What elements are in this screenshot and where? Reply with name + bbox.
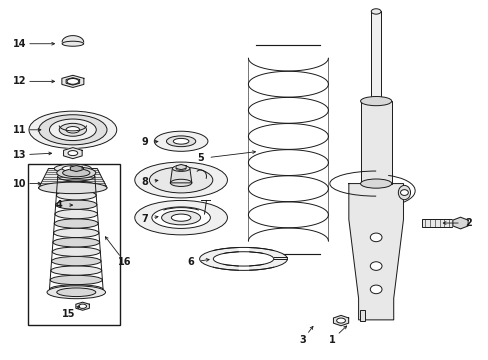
Polygon shape (39, 168, 107, 188)
Text: 14: 14 (13, 39, 26, 49)
Ellipse shape (55, 210, 98, 219)
Text: 10: 10 (13, 179, 26, 189)
Text: 12: 12 (13, 76, 26, 86)
Ellipse shape (39, 182, 107, 194)
Ellipse shape (398, 185, 410, 200)
Polygon shape (238, 244, 248, 273)
Ellipse shape (360, 96, 391, 106)
Text: 5: 5 (197, 153, 203, 163)
Ellipse shape (51, 256, 101, 266)
Polygon shape (76, 302, 89, 310)
Ellipse shape (171, 214, 190, 221)
Ellipse shape (29, 111, 117, 148)
Text: 2: 2 (465, 218, 471, 228)
Ellipse shape (213, 252, 273, 266)
Circle shape (400, 190, 407, 195)
Ellipse shape (50, 275, 102, 285)
Ellipse shape (135, 201, 227, 235)
Ellipse shape (49, 285, 103, 294)
Circle shape (369, 285, 381, 294)
Ellipse shape (53, 238, 100, 247)
Polygon shape (63, 148, 82, 159)
Text: 1: 1 (328, 334, 335, 345)
Ellipse shape (79, 304, 86, 309)
Text: 13: 13 (13, 150, 26, 160)
Bar (370, 12, 380, 101)
Ellipse shape (58, 172, 95, 181)
Ellipse shape (54, 228, 99, 238)
Ellipse shape (166, 136, 195, 147)
Text: 16: 16 (118, 257, 131, 267)
Ellipse shape (170, 179, 191, 186)
Ellipse shape (51, 266, 102, 275)
Ellipse shape (154, 131, 207, 151)
Ellipse shape (152, 207, 210, 228)
Ellipse shape (370, 9, 380, 14)
Ellipse shape (54, 164, 91, 173)
Text: 4: 4 (56, 200, 62, 210)
Ellipse shape (57, 288, 96, 297)
Ellipse shape (199, 247, 287, 270)
Ellipse shape (54, 219, 98, 228)
Polygon shape (452, 217, 467, 229)
Ellipse shape (39, 115, 107, 145)
Polygon shape (170, 168, 191, 183)
Ellipse shape (62, 166, 83, 171)
Ellipse shape (57, 167, 96, 179)
Circle shape (369, 262, 381, 270)
Polygon shape (176, 165, 186, 170)
Ellipse shape (47, 286, 105, 299)
Bar (360, 101, 391, 184)
Ellipse shape (172, 166, 189, 171)
Ellipse shape (57, 181, 95, 190)
Ellipse shape (135, 162, 227, 198)
Text: 7: 7 (141, 215, 147, 224)
Ellipse shape (49, 119, 96, 140)
Ellipse shape (52, 247, 100, 256)
Ellipse shape (56, 190, 96, 200)
Polygon shape (348, 184, 403, 320)
Text: 8: 8 (141, 177, 148, 187)
Text: 6: 6 (187, 257, 194, 267)
Ellipse shape (176, 167, 185, 170)
Ellipse shape (62, 41, 83, 46)
Ellipse shape (62, 169, 90, 177)
Text: 11: 11 (13, 125, 26, 135)
Ellipse shape (66, 127, 80, 133)
Ellipse shape (161, 211, 200, 225)
Ellipse shape (68, 150, 78, 156)
Ellipse shape (173, 138, 188, 144)
Bar (359, 310, 365, 320)
Bar (27, 164, 120, 325)
Ellipse shape (67, 78, 79, 84)
Polygon shape (62, 75, 83, 87)
Ellipse shape (56, 200, 97, 209)
Ellipse shape (59, 123, 86, 136)
Polygon shape (333, 315, 348, 326)
Text: 15: 15 (62, 310, 76, 319)
Polygon shape (70, 166, 82, 171)
Text: 3: 3 (299, 334, 306, 345)
Circle shape (369, 233, 381, 242)
Ellipse shape (360, 179, 391, 188)
Ellipse shape (336, 318, 345, 323)
Text: 9: 9 (141, 138, 147, 147)
Ellipse shape (149, 167, 212, 193)
Bar (422, 220, 451, 226)
